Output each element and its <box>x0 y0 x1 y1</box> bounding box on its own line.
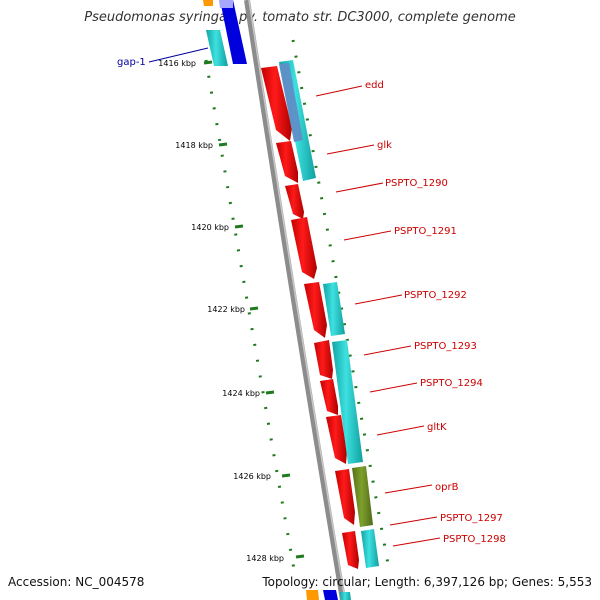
cds-arrow[interactable] <box>291 217 317 279</box>
cds-arrow[interactable] <box>314 340 333 379</box>
gene-track <box>279 60 379 568</box>
tick-label: 1418 kbp <box>175 141 213 150</box>
genome-summary: Topology: circular; Length: 6,397,126 bp… <box>262 575 592 589</box>
tick-mark <box>281 473 291 478</box>
cds-arrow[interactable] <box>285 184 304 219</box>
leader-line <box>354 294 403 305</box>
tick-mark <box>295 554 305 559</box>
tick-mark <box>203 60 213 65</box>
leader-line <box>384 484 433 494</box>
tick-label: 1416 kbp <box>158 59 196 68</box>
leader-line <box>369 382 418 393</box>
leader-line <box>376 425 425 436</box>
gap-marker[interactable] <box>220 0 247 64</box>
leader-line <box>392 537 441 547</box>
cds-arrow[interactable] <box>320 379 338 415</box>
tick-label: 1422 kbp <box>207 305 245 314</box>
gene-block[interactable] <box>323 282 345 336</box>
gene-label[interactable]: edd <box>365 80 384 91</box>
tick-mark <box>218 142 228 147</box>
gene-label[interactable]: PSPTO_1293 <box>414 341 477 352</box>
gap-label[interactable]: gap-1 <box>117 57 146 68</box>
gap-label-line <box>148 47 209 63</box>
tick-mark <box>265 390 275 395</box>
leader-line <box>335 182 384 193</box>
genome-title: Pseudomonas syringae pv. tomato str. DC3… <box>84 10 516 25</box>
tick-label: 1420 kbp <box>191 223 229 232</box>
tick-marks <box>203 60 305 559</box>
tick-label: 1428 kbp <box>246 554 284 563</box>
cds-arrow[interactable] <box>304 282 327 338</box>
cds-arrow[interactable] <box>326 415 347 464</box>
leader-line <box>343 230 392 241</box>
gene-label[interactable]: oprB <box>435 482 459 493</box>
accession-info: Accession: NC_004578 <box>8 575 145 589</box>
tick-labels: 1416 kbp 1418 kbp 1420 kbp 1422 kbp 1424… <box>158 59 284 563</box>
cds-track <box>261 66 359 569</box>
cds-arrow[interactable] <box>335 469 355 525</box>
bottom-feature-blue <box>323 590 338 600</box>
leader-line <box>389 516 438 526</box>
cds-arrow[interactable] <box>261 66 292 141</box>
bottom-feature-cyan <box>340 592 351 600</box>
leader-line <box>326 144 375 155</box>
tick-label: 1424 kbp <box>222 389 260 398</box>
gene-label[interactable]: glk <box>377 140 392 151</box>
top-feature-orange <box>203 0 213 6</box>
cds-arrow[interactable] <box>276 141 298 183</box>
leader-line <box>363 345 412 356</box>
gene-label[interactable]: PSPTO_1292 <box>404 290 467 301</box>
backbone-highlight <box>248 0 346 600</box>
gene-label[interactable]: PSPTO_1297 <box>440 513 503 524</box>
gene-block[interactable] <box>361 529 379 568</box>
gene-label[interactable]: PSPTO_1298 <box>443 534 506 545</box>
gene-leader-lines <box>315 85 441 547</box>
tick-mark <box>234 224 244 229</box>
tick-scale-line <box>204 59 297 576</box>
top-feature-cyan[interactable] <box>206 30 228 66</box>
gene-labels: edd glk PSPTO_1290 PSPTO_1291 PSPTO_1292… <box>365 80 506 545</box>
leader-line <box>315 85 363 97</box>
bottom-feature-orange <box>306 590 319 600</box>
gene-block[interactable] <box>332 340 363 464</box>
gene-label[interactable]: PSPTO_1290 <box>385 178 448 189</box>
gene-label[interactable]: PSPTO_1291 <box>394 226 457 237</box>
cds-arrow[interactable] <box>342 531 359 569</box>
gene-block-olive[interactable] <box>352 466 373 527</box>
tick-label: 1426 kbp <box>233 472 271 481</box>
gene-label[interactable]: PSPTO_1294 <box>420 378 483 389</box>
genome-backbone <box>244 0 346 600</box>
tick-mark <box>249 306 259 311</box>
gene-label[interactable]: gltK <box>427 422 447 433</box>
gap-marker-top <box>219 0 233 8</box>
gene-block-overlap[interactable] <box>279 63 303 142</box>
